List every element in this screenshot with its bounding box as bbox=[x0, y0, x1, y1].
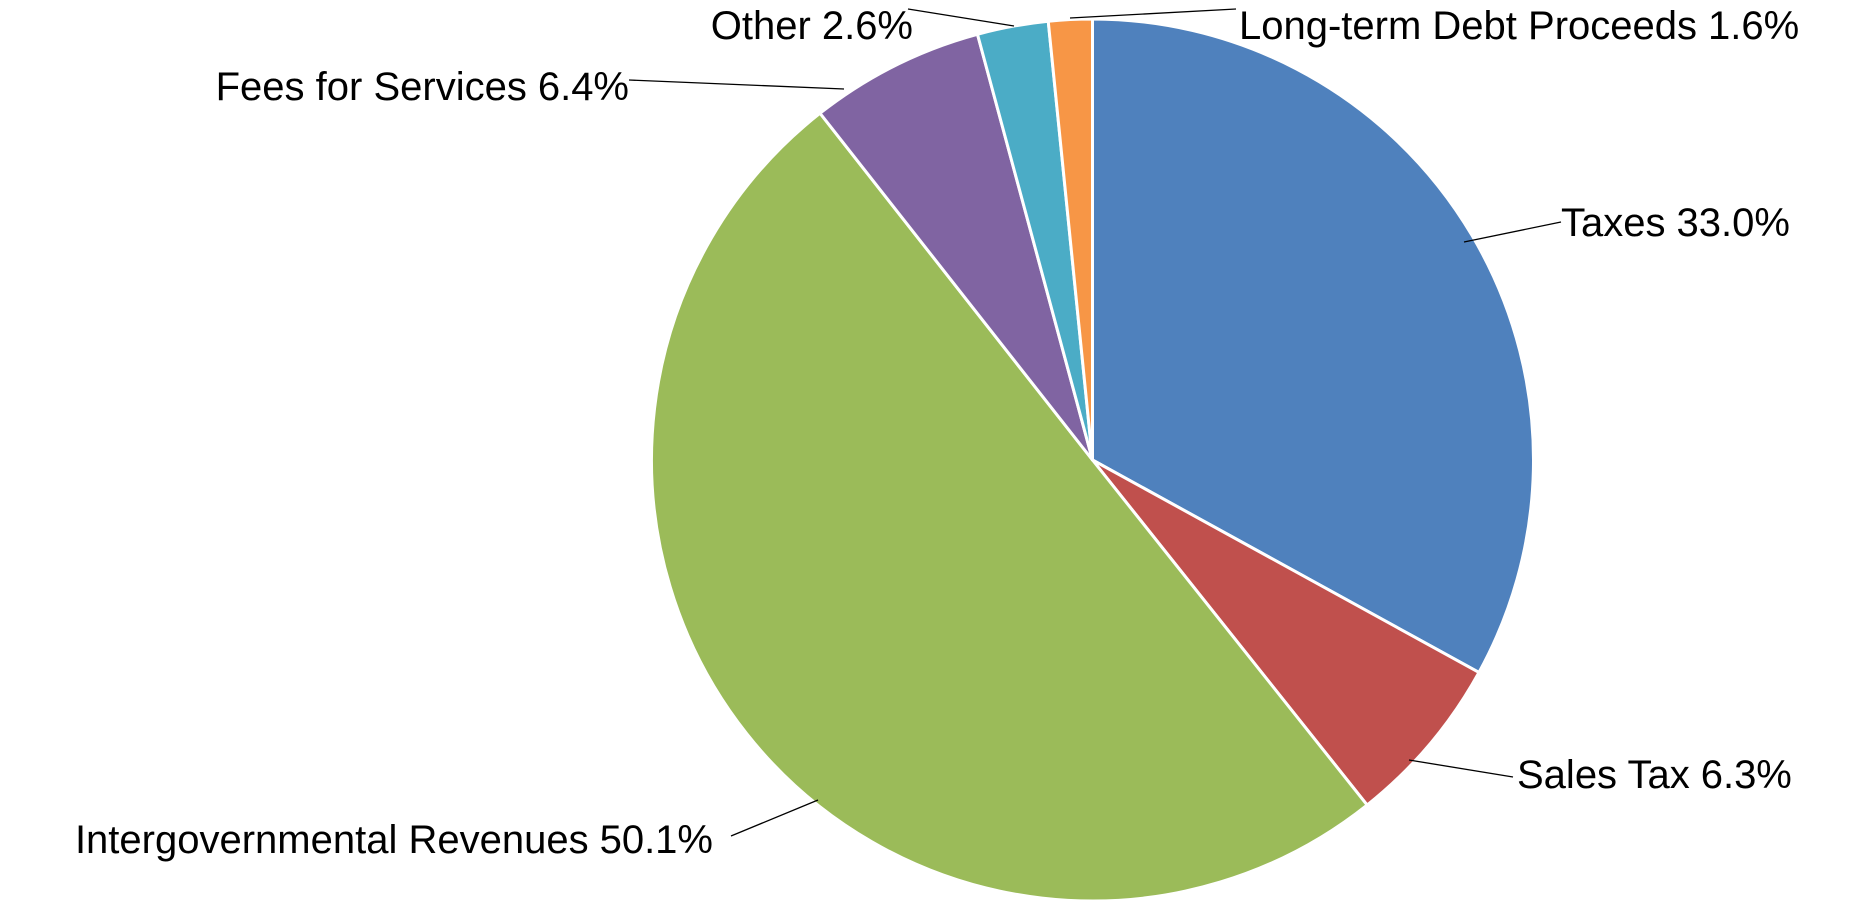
category-name: Taxes bbox=[1561, 201, 1666, 245]
category-name: Sales Tax bbox=[1517, 753, 1690, 797]
leader-line bbox=[1408, 759, 1514, 778]
pie-slice bbox=[818, 32, 1094, 462]
pie-slice bbox=[1091, 17, 1535, 674]
leader-line bbox=[628, 79, 845, 90]
leader-line bbox=[907, 8, 1015, 27]
slice-label: Taxes 33.0% bbox=[1561, 201, 1790, 245]
pie-slice bbox=[1091, 458, 1481, 807]
slice-label: Long-term Debt Proceeds 1.6% bbox=[1239, 4, 1799, 48]
leader-line bbox=[1069, 8, 1237, 19]
value-label: 2.6% bbox=[822, 4, 913, 48]
slice-label: Intergovernmental Revenues 50.1% bbox=[75, 818, 713, 862]
pie-slice bbox=[1046, 17, 1094, 462]
leader-line bbox=[1463, 221, 1562, 243]
pie-slice bbox=[649, 111, 1369, 901]
slice-label: Other 2.6% bbox=[711, 4, 913, 48]
category-name: Intergovernmental Revenues bbox=[75, 818, 589, 862]
leader-line bbox=[730, 799, 819, 837]
slice-label: Sales Tax 6.3% bbox=[1517, 753, 1792, 797]
value-label: 50.1% bbox=[600, 818, 713, 862]
value-label: 6.4% bbox=[538, 65, 629, 109]
slice-label: Fees for Services 6.4% bbox=[216, 65, 629, 109]
value-label: 33.0% bbox=[1677, 201, 1790, 245]
category-name: Other bbox=[711, 4, 811, 48]
value-label: 6.3% bbox=[1701, 753, 1792, 797]
category-name: Long-term Debt Proceeds bbox=[1239, 4, 1697, 48]
category-name: Fees for Services bbox=[216, 65, 527, 109]
value-label: 1.6% bbox=[1708, 4, 1799, 48]
